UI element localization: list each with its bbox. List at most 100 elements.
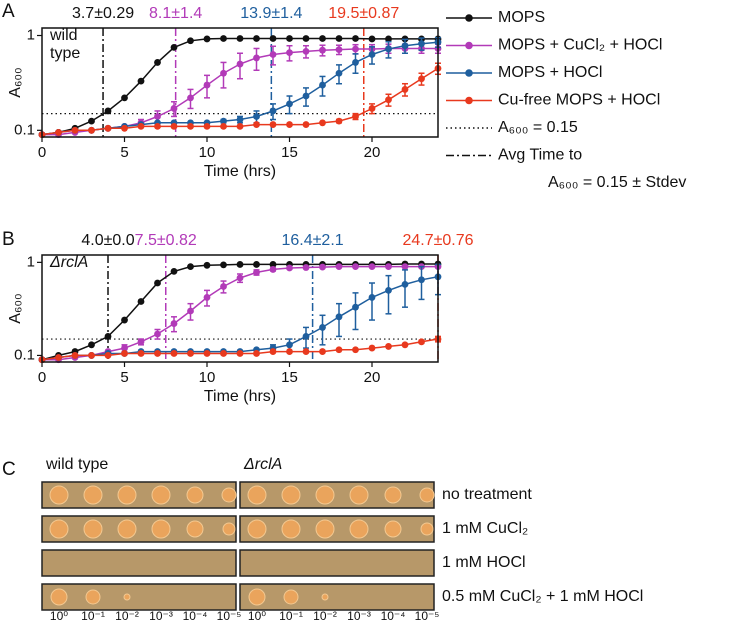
x-tick-label: 0 xyxy=(38,369,46,386)
data-point xyxy=(253,269,260,276)
plot-frame xyxy=(41,254,439,363)
data-point xyxy=(203,350,211,357)
data-point xyxy=(203,261,211,269)
data-point xyxy=(88,117,95,125)
data-point xyxy=(385,45,392,53)
colony-spot xyxy=(117,485,137,505)
data-point xyxy=(187,307,194,315)
data-point xyxy=(269,261,277,268)
data-point xyxy=(154,113,161,120)
data-point xyxy=(352,263,359,271)
avg-time-label: 16.4±2.1 xyxy=(282,232,344,249)
x-tick-label: 10 xyxy=(199,144,216,161)
colony-spot xyxy=(50,588,68,606)
plate-image xyxy=(41,583,237,611)
data-point xyxy=(187,37,194,45)
data-point xyxy=(187,350,194,357)
plate-image xyxy=(239,583,435,611)
data-point xyxy=(71,352,79,359)
data-point xyxy=(286,341,293,349)
data-point xyxy=(220,69,227,77)
colony-spot xyxy=(349,485,369,505)
data-point xyxy=(286,121,293,128)
colony-spot xyxy=(83,485,103,505)
colony-spot xyxy=(248,588,266,606)
colony-spot xyxy=(151,519,171,539)
colony-spot xyxy=(123,593,131,601)
data-point xyxy=(154,350,161,357)
data-point xyxy=(335,313,343,321)
data-point xyxy=(154,59,161,66)
legend-marker xyxy=(465,14,473,22)
panel-letter: C xyxy=(2,459,16,480)
data-point xyxy=(286,348,293,355)
data-point xyxy=(418,276,425,284)
y-axis-label: A₆₀₀ xyxy=(7,67,24,97)
data-point xyxy=(236,274,244,282)
avg-time-label: 13.9±1.4 xyxy=(240,5,302,22)
data-point xyxy=(269,266,277,273)
data-point xyxy=(88,126,95,134)
data-point xyxy=(220,283,227,290)
data-point xyxy=(286,35,293,42)
colony-spot xyxy=(281,485,301,505)
data-point xyxy=(203,35,211,43)
avg-time-label: 3.7±0.29 xyxy=(72,5,134,22)
data-point xyxy=(236,261,244,268)
data-point xyxy=(55,354,62,361)
data-point xyxy=(104,124,112,132)
data-point xyxy=(269,348,277,355)
data-point xyxy=(368,263,376,271)
data-point xyxy=(104,333,112,340)
colony-spot xyxy=(419,487,435,503)
data-point xyxy=(368,35,376,43)
legend-label: MOPS xyxy=(498,9,545,26)
data-point xyxy=(220,122,227,130)
data-point xyxy=(352,45,359,53)
data-point xyxy=(319,324,326,331)
x-tick-label: 10 xyxy=(199,369,216,386)
data-point xyxy=(203,81,211,89)
panel-letter: B xyxy=(2,229,15,250)
data-point xyxy=(170,267,178,275)
treatment-label: no treatment xyxy=(442,486,532,503)
colony-spot xyxy=(117,519,137,539)
data-point xyxy=(253,350,260,357)
colony-spot xyxy=(283,589,299,605)
y-tick-label: 0.1 xyxy=(14,346,35,363)
legend-label: Cu-free MOPS + HOCl xyxy=(498,92,660,109)
colony-spot xyxy=(49,485,69,505)
strain-label: wild type xyxy=(45,456,108,473)
colony-spot xyxy=(222,522,236,536)
treatment-label: 1 mM HOCl xyxy=(442,554,526,571)
avg-time-label: 7.5±0.82 xyxy=(135,232,197,249)
data-point xyxy=(203,122,211,130)
data-point xyxy=(401,341,409,349)
data-point xyxy=(121,124,128,132)
colony-spot xyxy=(247,519,267,539)
dilution-label: 10⁻⁵ xyxy=(415,609,440,623)
data-point xyxy=(220,117,227,125)
data-point xyxy=(352,35,359,42)
data-point xyxy=(335,69,343,77)
data-point xyxy=(187,263,194,271)
colony-spot xyxy=(186,486,204,504)
data-point xyxy=(253,113,260,120)
data-point xyxy=(352,346,359,354)
plate-image xyxy=(239,481,435,509)
dilution-label: 10⁻⁴ xyxy=(381,609,406,623)
data-point xyxy=(352,113,359,120)
data-point xyxy=(385,343,392,350)
data-point xyxy=(335,46,343,54)
data-point xyxy=(368,105,376,112)
x-axis-label: Time (hrs) xyxy=(204,388,276,405)
data-point xyxy=(203,294,211,301)
x-tick-label: 5 xyxy=(120,144,128,161)
plot-frame xyxy=(41,27,439,138)
data-point xyxy=(385,286,392,294)
data-point xyxy=(401,280,409,288)
data-point xyxy=(121,344,128,352)
legend-marker xyxy=(465,69,473,77)
dilution-label: 10⁻³ xyxy=(347,609,371,623)
